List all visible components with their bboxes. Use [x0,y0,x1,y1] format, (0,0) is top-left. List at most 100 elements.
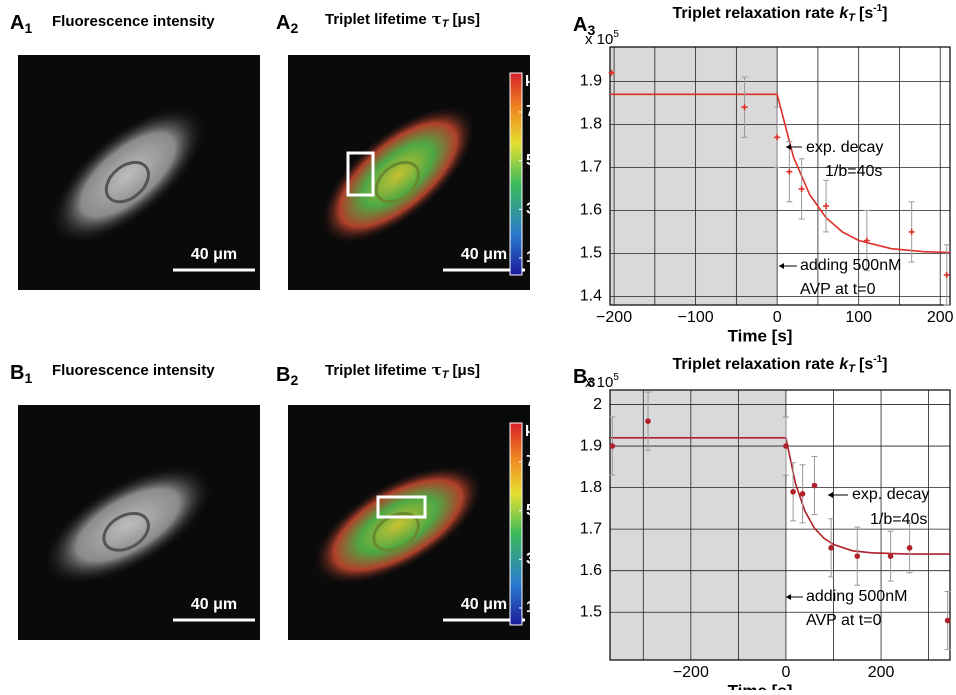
text-part: T [848,363,856,375]
text-part: [μs] [453,362,481,379]
colorbar-tick-label: 5 [526,502,535,519]
axis-multiplier: x 105 [585,372,619,391]
y-tick-label: 1.6 [580,562,602,579]
text-part: Fluorescence intensity [52,13,215,30]
text-part: A [10,12,24,34]
data-point [943,271,950,278]
panel-title: Triplet lifetime τT [μs] [325,361,480,381]
y-tick-label: 1.4 [580,288,602,305]
nucleus [104,160,150,204]
text-part: 1 [24,370,32,386]
scale-label: 40 μm [191,596,237,613]
chart-title: Triplet relaxation rate kT [s-1] [673,354,888,375]
y-tick-label: 1.9 [580,73,602,90]
text-part: Fluorescence intensity [52,362,215,379]
y-tick-label: 1.7 [580,520,602,537]
annotation: 1/b=40s [825,163,882,180]
text-part: B [10,362,24,384]
x-tick-label: −200 [673,664,709,681]
text-part: 5 [613,372,619,383]
data-point [608,69,615,76]
shaded-region [610,390,786,660]
cell [50,105,206,245]
annotation: exp. decay [852,486,929,503]
colorbar [509,422,523,626]
colorbar-tick-label: 1 [526,599,535,616]
plot-frame [609,389,951,661]
x-tick-label: 0 [781,664,790,681]
y-tick-label: 1.5 [580,603,602,620]
data-point [609,443,616,449]
text-part: ] [882,356,887,373]
annotation: AVP at t=0 [800,281,876,298]
text-part: τ [432,361,442,379]
x-tick-label: 100 [845,309,872,326]
x-axis-label: Time [s] [728,326,793,345]
text-part: B [573,366,587,388]
text-part: Triplet relaxation rate [673,5,835,22]
data-point [741,104,748,111]
colorbar-tick-label: 3 [526,551,535,568]
y-tick-label: 1.8 [580,116,602,133]
text-part: T [848,12,856,24]
text-part: -1 [873,3,882,14]
text-part: 1 [24,20,32,36]
data-point [811,482,818,489]
text-part: [s [859,356,873,373]
text-part: 5 [613,29,619,40]
cell-body [43,465,213,585]
text-part: ] [882,5,887,22]
data-point [799,491,806,497]
axis-multiplier: x 105 [585,29,619,48]
text-part: B [276,364,290,386]
text-part: 3 [587,22,595,38]
roi-box [376,495,427,519]
cell-body [50,105,206,245]
annotation: adding 500nM [806,588,907,605]
roi-box [346,151,375,197]
cell-body [313,465,483,585]
y-tick-label: 1.8 [580,479,602,496]
text-part: A [276,12,290,34]
data-point [774,134,781,141]
colorbar-tick-label: 5 [526,152,535,169]
nucleus [374,160,420,204]
y-tick-label: 1.6 [580,202,602,219]
cell-body [320,105,476,245]
data-point [783,443,789,449]
shaded-region [610,47,778,305]
annotation: exp. decay [806,139,883,156]
x-tick-label: −100 [678,309,714,326]
chart-title: Triplet relaxation rate kT [s-1] [673,3,888,24]
text-part: x 10 [585,31,613,48]
annotation: adding 500nM [800,257,901,274]
annotation: 1/b=40s [870,511,927,528]
y-tick-label: 1.7 [580,159,602,176]
arrow-head [779,263,784,269]
data-point [908,228,915,235]
data-point [906,545,913,551]
cell [320,105,476,245]
data-point [944,617,951,624]
text-part: T [442,369,450,381]
data-point [863,237,870,244]
text-part: τ [432,10,442,28]
x-tick-label: 200 [868,664,895,681]
data-point [645,418,651,424]
arrow-head [786,594,791,600]
text-part: k [839,356,849,373]
panel-label: B3 [573,366,595,389]
panel-label: A1 [10,12,32,35]
colorbar-tick-label: 3 [526,201,535,218]
colorbar [509,72,523,276]
cell [43,465,213,585]
colorbar-unit: μs [525,420,543,437]
scale-label: 40 μm [461,246,507,263]
y-tick-label: 2 [593,396,602,413]
text-part: -1 [873,354,882,365]
panel-label: B1 [10,362,32,385]
arrow-head [786,144,791,150]
y-tick-label: 1.9 [580,437,602,454]
